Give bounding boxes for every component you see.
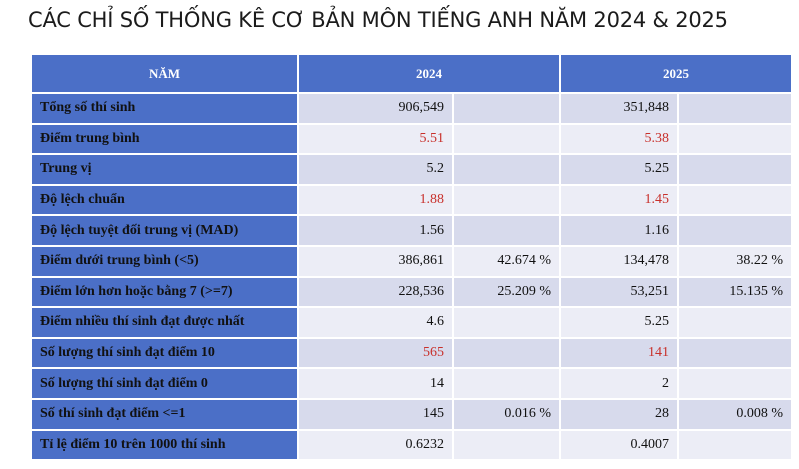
row-label: Số lượng thí sinh đạt điểm 10 xyxy=(30,336,299,370)
table-header-row: NĂM 2024 2025 xyxy=(30,53,793,94)
row-label: Trung vị xyxy=(30,153,299,186)
value-2024: 4.6 xyxy=(297,306,454,339)
table-row: Số lượng thí sinh đạt điểm 10 565 141 xyxy=(30,336,793,370)
percent-2025: 38.22 % xyxy=(677,244,793,278)
value-2025: 1.16 xyxy=(559,214,679,247)
percent-2025 xyxy=(677,306,793,339)
percent-2024: 42.674 % xyxy=(452,244,561,278)
percent-2024 xyxy=(452,428,561,462)
table-row: Trung vị 5.2 5.25 xyxy=(30,153,793,186)
percent-2024 xyxy=(452,306,561,339)
value-2025: 1.45 xyxy=(559,183,679,217)
value-2025: 0.4007 xyxy=(559,428,679,462)
statistics-table: NĂM 2024 2025 Tổng số thí sinh 906,549 351… xyxy=(30,53,793,462)
percent-2024: 0.016 % xyxy=(452,397,561,431)
percent-2024 xyxy=(452,92,561,125)
table-row: Số lượng thí sinh đạt điểm 0 14 2 xyxy=(30,367,793,400)
row-label: Số lượng thí sinh đạt điểm 0 xyxy=(30,367,299,400)
percent-2024 xyxy=(452,153,561,186)
row-label: Điểm nhiều thí sinh đạt được nhất xyxy=(30,306,299,339)
value-2025: 5.38 xyxy=(559,122,679,156)
value-2025: 5.25 xyxy=(559,153,679,186)
percent-2025 xyxy=(677,428,793,462)
percent-2024 xyxy=(452,336,561,370)
header-year-label: NĂM xyxy=(30,53,299,94)
value-2024: 145 xyxy=(297,397,454,431)
table-row: Độ lệch chuẩn 1.88 1.45 xyxy=(30,183,793,217)
value-2024: 5.2 xyxy=(297,153,454,186)
percent-2024 xyxy=(452,367,561,400)
value-2024: 906,549 xyxy=(297,92,454,125)
percent-2025 xyxy=(677,153,793,186)
percent-2025: 0.008 % xyxy=(677,397,793,431)
row-label: Điểm trung bình xyxy=(30,122,299,156)
value-2025: 28 xyxy=(559,397,679,431)
value-2024: 386,861 xyxy=(297,244,454,278)
row-label: Độ lệch chuẩn xyxy=(30,183,299,217)
page-title: CÁC CHỈ SỐ THỐNG KÊ CƠ BẢN MÔN TIẾNG ANH… xyxy=(28,8,728,32)
table-row: Số thí sinh đạt điểm <=1 145 0.016 % 28 0.00… xyxy=(30,397,793,431)
percent-2025 xyxy=(677,183,793,217)
table-row: Điểm trung bình 5.51 5.38 xyxy=(30,122,793,156)
table-row: Điểm dưới trung bình (<5) 386,861 42.674 %… xyxy=(30,244,793,278)
value-2024: 228,536 xyxy=(297,275,454,309)
percent-2024: 25.209 % xyxy=(452,275,561,309)
header-2025: 2025 xyxy=(559,53,793,94)
value-2025: 53,251 xyxy=(559,275,679,309)
percent-2025 xyxy=(677,214,793,247)
row-label: Tổng số thí sinh xyxy=(30,92,299,125)
header-2024: 2024 xyxy=(297,53,561,94)
percent-2025 xyxy=(677,367,793,400)
table-row: Độ lệch tuyệt đối trung vị (MAD) 1.56 1.16 xyxy=(30,214,793,247)
value-2025: 134,478 xyxy=(559,244,679,278)
value-2025: 5.25 xyxy=(559,306,679,339)
value-2024: 0.6232 xyxy=(297,428,454,462)
row-label: Độ lệch tuyệt đối trung vị (MAD) xyxy=(30,214,299,247)
percent-2024 xyxy=(452,214,561,247)
value-2024: 14 xyxy=(297,367,454,400)
percent-2025 xyxy=(677,122,793,156)
percent-2025 xyxy=(677,336,793,370)
table-row: Điểm nhiều thí sinh đạt được nhất 4.6 5.25 xyxy=(30,306,793,339)
value-2024: 1.56 xyxy=(297,214,454,247)
percent-2025: 15.135 % xyxy=(677,275,793,309)
row-label: Số thí sinh đạt điểm <=1 xyxy=(30,397,299,431)
percent-2024 xyxy=(452,183,561,217)
percent-2024 xyxy=(452,122,561,156)
row-label: Điểm lớn hơn hoặc bằng 7 (>=7) xyxy=(30,275,299,309)
value-2025: 2 xyxy=(559,367,679,400)
value-2025: 351,848 xyxy=(559,92,679,125)
value-2024: 5.51 xyxy=(297,122,454,156)
value-2024: 1.88 xyxy=(297,183,454,217)
value-2024: 565 xyxy=(297,336,454,370)
row-label: Điểm dưới trung bình (<5) xyxy=(30,244,299,278)
table-row: Điểm lớn hơn hoặc bằng 7 (>=7) 228,536 25.… xyxy=(30,275,793,309)
table-row: Tỉ lệ điểm 10 trên 1000 thí sinh 0.6232 0.… xyxy=(30,428,793,462)
percent-2025 xyxy=(677,92,793,125)
value-2025: 141 xyxy=(559,336,679,370)
table-row: Tổng số thí sinh 906,549 351,848 xyxy=(30,92,793,125)
row-label: Tỉ lệ điểm 10 trên 1000 thí sinh xyxy=(30,428,299,462)
